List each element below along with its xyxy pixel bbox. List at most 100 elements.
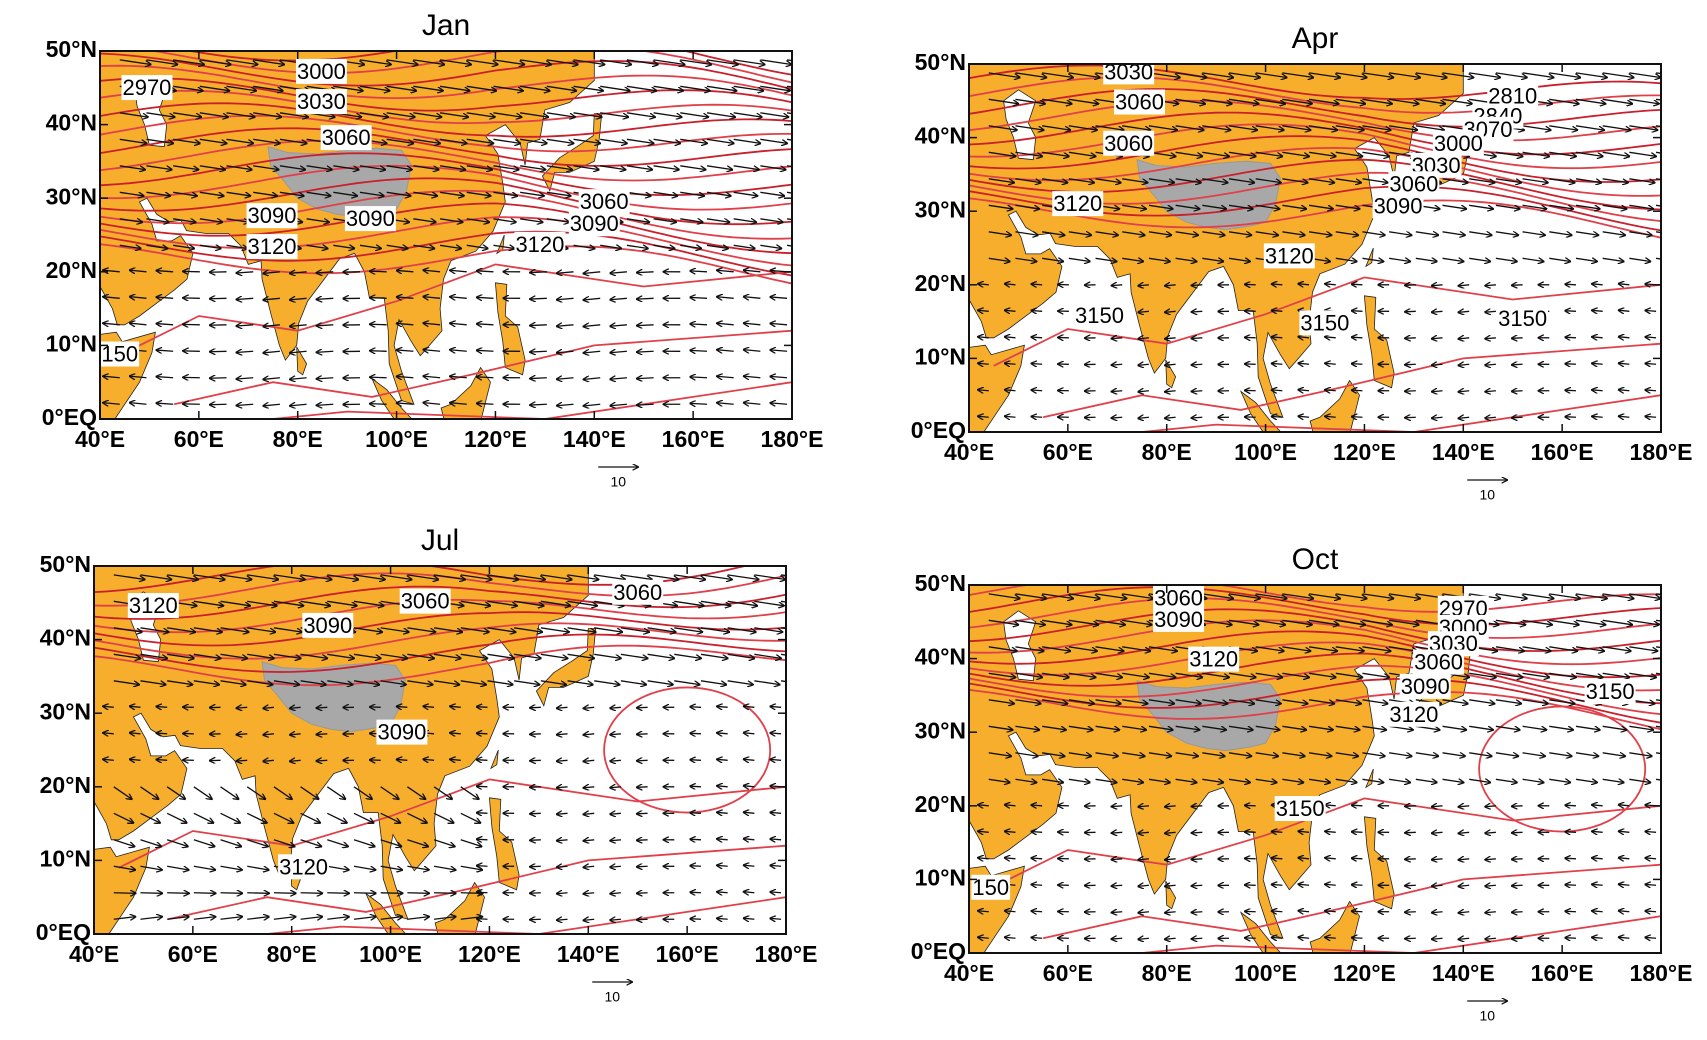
wind-vector bbox=[1282, 232, 1305, 235]
wind-vector bbox=[733, 191, 758, 196]
contour-line bbox=[94, 611, 786, 647]
reference-vector-label: 10 bbox=[610, 474, 626, 490]
wind-vector bbox=[583, 840, 595, 841]
wind-vector bbox=[690, 813, 702, 814]
wind-vector bbox=[450, 323, 467, 325]
wind-vector bbox=[199, 219, 223, 222]
wind-vector bbox=[386, 191, 411, 196]
wind-vector bbox=[1111, 885, 1123, 886]
panel-title: Jul bbox=[421, 524, 459, 557]
lon-label: 120°E bbox=[464, 426, 527, 452]
wind-vector bbox=[1549, 72, 1580, 78]
wind-vector bbox=[637, 813, 648, 814]
contour-line bbox=[94, 644, 786, 687]
wind-vector bbox=[680, 138, 707, 143]
wind-vector bbox=[306, 191, 331, 196]
wind-vector bbox=[573, 165, 599, 170]
lat-label: 10°N bbox=[40, 845, 91, 871]
wind-vector bbox=[333, 245, 354, 248]
wind-vector bbox=[423, 323, 441, 325]
contour-line bbox=[969, 135, 1661, 183]
wind-vector bbox=[1351, 337, 1363, 338]
wind-vector bbox=[1191, 806, 1203, 807]
contour-line bbox=[100, 189, 792, 240]
wind-vector bbox=[1602, 98, 1633, 103]
wind-vector bbox=[1405, 912, 1416, 913]
wind-vector bbox=[247, 839, 268, 847]
wind-vector bbox=[359, 59, 391, 65]
wind-vector bbox=[300, 653, 328, 658]
wind-vector bbox=[1495, 72, 1527, 78]
contour-label: 3150 bbox=[1586, 679, 1635, 704]
contour-label: 3120 bbox=[279, 854, 328, 879]
wind-vector bbox=[620, 680, 646, 685]
wind-vector bbox=[166, 839, 188, 847]
wind-vector bbox=[396, 759, 408, 760]
lon-label: 40°E bbox=[75, 426, 125, 452]
contour-label: 3030 bbox=[297, 89, 346, 114]
wind-vector bbox=[760, 219, 783, 222]
contour-label: 3060 bbox=[401, 589, 450, 614]
wind-vector bbox=[1111, 859, 1123, 860]
wind-vector bbox=[520, 165, 545, 170]
wind-vector bbox=[637, 734, 648, 735]
wind-vector bbox=[370, 377, 387, 378]
wind-vector bbox=[1565, 337, 1577, 338]
wind-vector bbox=[413, 191, 437, 196]
wind-vector bbox=[1351, 390, 1363, 391]
wind-vector bbox=[1191, 364, 1203, 365]
wind-vector bbox=[1549, 232, 1572, 235]
wind-vector bbox=[700, 653, 728, 658]
wind-vector bbox=[460, 839, 482, 847]
wind-vector bbox=[466, 112, 495, 117]
lon-label: 60°E bbox=[168, 941, 218, 967]
wind-vector bbox=[1255, 125, 1284, 130]
wind-vector bbox=[717, 812, 728, 813]
wind-vector bbox=[1005, 310, 1016, 311]
wind-vector bbox=[1042, 178, 1067, 183]
contour-label-bg bbox=[295, 89, 347, 115]
contour-label-bg bbox=[1114, 89, 1166, 115]
wind-vector bbox=[583, 787, 595, 788]
wind-vector bbox=[1575, 125, 1604, 130]
wind-vector bbox=[1191, 417, 1203, 418]
wind-vector bbox=[433, 653, 461, 658]
wind-vector bbox=[1031, 937, 1043, 938]
wind-vector bbox=[674, 680, 699, 685]
wind-vector bbox=[557, 298, 574, 299]
wind-vector bbox=[573, 59, 605, 65]
wind-vector bbox=[1202, 178, 1227, 183]
wind-vector bbox=[476, 403, 494, 404]
wind-vector bbox=[1618, 337, 1630, 338]
wind-vector bbox=[717, 839, 728, 840]
wind-vector bbox=[1592, 390, 1603, 391]
wind-vector bbox=[1592, 310, 1603, 311]
wind-vector bbox=[546, 138, 574, 143]
map-area: 3120 3090 3060 3060 3090 3120 bbox=[94, 566, 786, 934]
wind-vector bbox=[1175, 98, 1206, 103]
wind-vector bbox=[1592, 363, 1603, 364]
lon-label: 160°E bbox=[662, 426, 725, 452]
wind-vector bbox=[626, 112, 655, 117]
lat-label: 50°N bbox=[915, 49, 966, 75]
wind-vector bbox=[1255, 98, 1286, 103]
wind-vector bbox=[760, 59, 791, 65]
wind-vector bbox=[493, 245, 514, 248]
wind-vector bbox=[353, 917, 376, 920]
lon-label: 100°E bbox=[359, 941, 422, 967]
wind-vector bbox=[1495, 178, 1521, 183]
wind-vector bbox=[396, 350, 414, 351]
wind-vector bbox=[1565, 832, 1577, 833]
contour-label-bg bbox=[1263, 243, 1315, 269]
contour-line bbox=[167, 844, 786, 921]
contour-label: 3060 bbox=[1115, 90, 1164, 115]
wind-vector bbox=[130, 706, 141, 707]
wind-vector bbox=[1015, 151, 1042, 156]
wind-vector bbox=[1191, 912, 1203, 913]
wind-vector bbox=[146, 59, 177, 65]
wind-vector bbox=[413, 245, 434, 248]
contour-label-bg bbox=[1074, 302, 1125, 328]
wind-vector bbox=[1415, 125, 1444, 130]
wind-vector bbox=[247, 865, 269, 870]
land bbox=[1365, 247, 1374, 268]
